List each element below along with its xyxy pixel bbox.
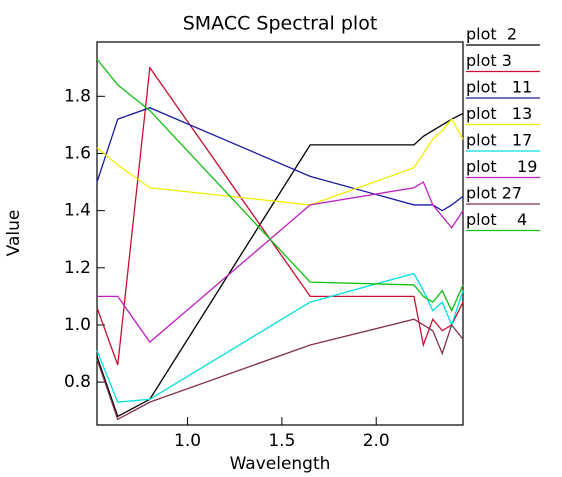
x-tick-label: 2.0 bbox=[363, 431, 390, 451]
data-line bbox=[96, 272, 464, 403]
legend-label: plot 27 bbox=[466, 184, 522, 203]
data-line bbox=[96, 107, 464, 212]
legend-label: plot 3 bbox=[466, 51, 512, 70]
legend-label: plot 19 bbox=[466, 157, 537, 176]
x-tick-label: 1.0 bbox=[174, 431, 201, 451]
data-line bbox=[96, 318, 464, 421]
legend-label: plot 11 bbox=[466, 78, 532, 97]
data-line bbox=[96, 118, 464, 206]
y-tick-label: 1.8 bbox=[64, 86, 91, 106]
y-tick-label: 0.8 bbox=[64, 372, 91, 392]
y-axis-label: Value bbox=[4, 210, 24, 257]
legend-label: plot 17 bbox=[466, 131, 532, 150]
data-line bbox=[96, 112, 464, 418]
x-tick-label: 1.5 bbox=[268, 431, 295, 451]
y-tick-label: 1.4 bbox=[64, 201, 91, 221]
y-tick-label: 1.6 bbox=[64, 143, 91, 163]
x-axis-label: Wavelength bbox=[230, 454, 331, 474]
legend-label: plot 4 bbox=[466, 210, 527, 229]
y-tick-label: 1.2 bbox=[64, 258, 91, 278]
y-tick-label: 1.0 bbox=[64, 315, 91, 335]
legend-label: plot 2 bbox=[466, 25, 517, 44]
plot-frame bbox=[96, 41, 464, 426]
chart-title: SMACC Spectral plot bbox=[183, 13, 378, 35]
legend-label: plot 13 bbox=[466, 104, 532, 123]
data-line bbox=[97, 181, 464, 344]
data-line bbox=[96, 58, 464, 313]
data-line bbox=[96, 65, 464, 366]
